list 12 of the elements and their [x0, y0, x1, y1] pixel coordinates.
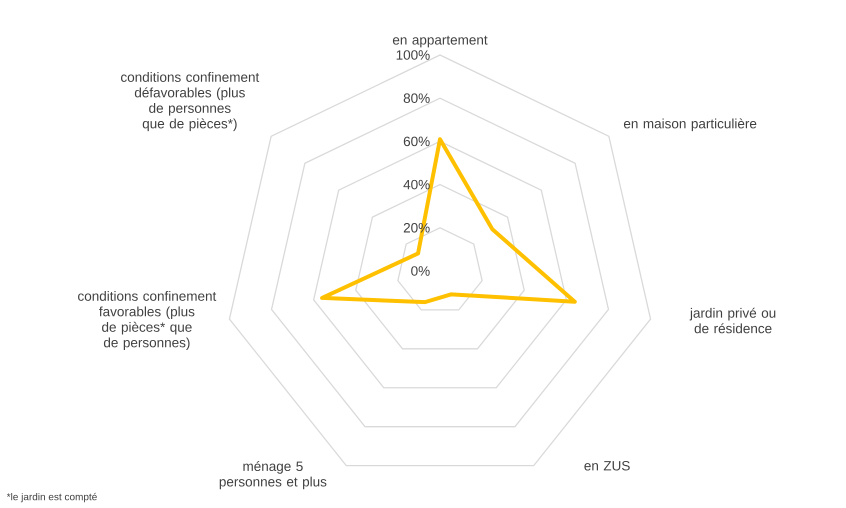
y-tick-label: 100%	[396, 50, 430, 60]
spoke-label: en ZUS	[584, 460, 630, 471]
text: *le jardin est compté	[6, 492, 97, 502]
y-tick-label: 0%	[411, 266, 430, 276]
spoke-label: ménage 5 personnes et plus	[220, 460, 326, 490]
y-tick-label: 60%	[404, 136, 430, 146]
spoke-label: conditions confinement défavorables (plus de personnes que de pièces*)	[121, 72, 260, 132]
spoke-label: conditions confinement favorables (plus de pièces* que de personnes)	[78, 290, 216, 350]
spoke-label: jardin privé ou de résidence	[690, 308, 776, 334]
y-tick-label: 80%	[404, 93, 430, 103]
spoke-label: en maison particulière	[624, 118, 756, 132]
spoke-label: en appartement	[392, 36, 488, 48]
